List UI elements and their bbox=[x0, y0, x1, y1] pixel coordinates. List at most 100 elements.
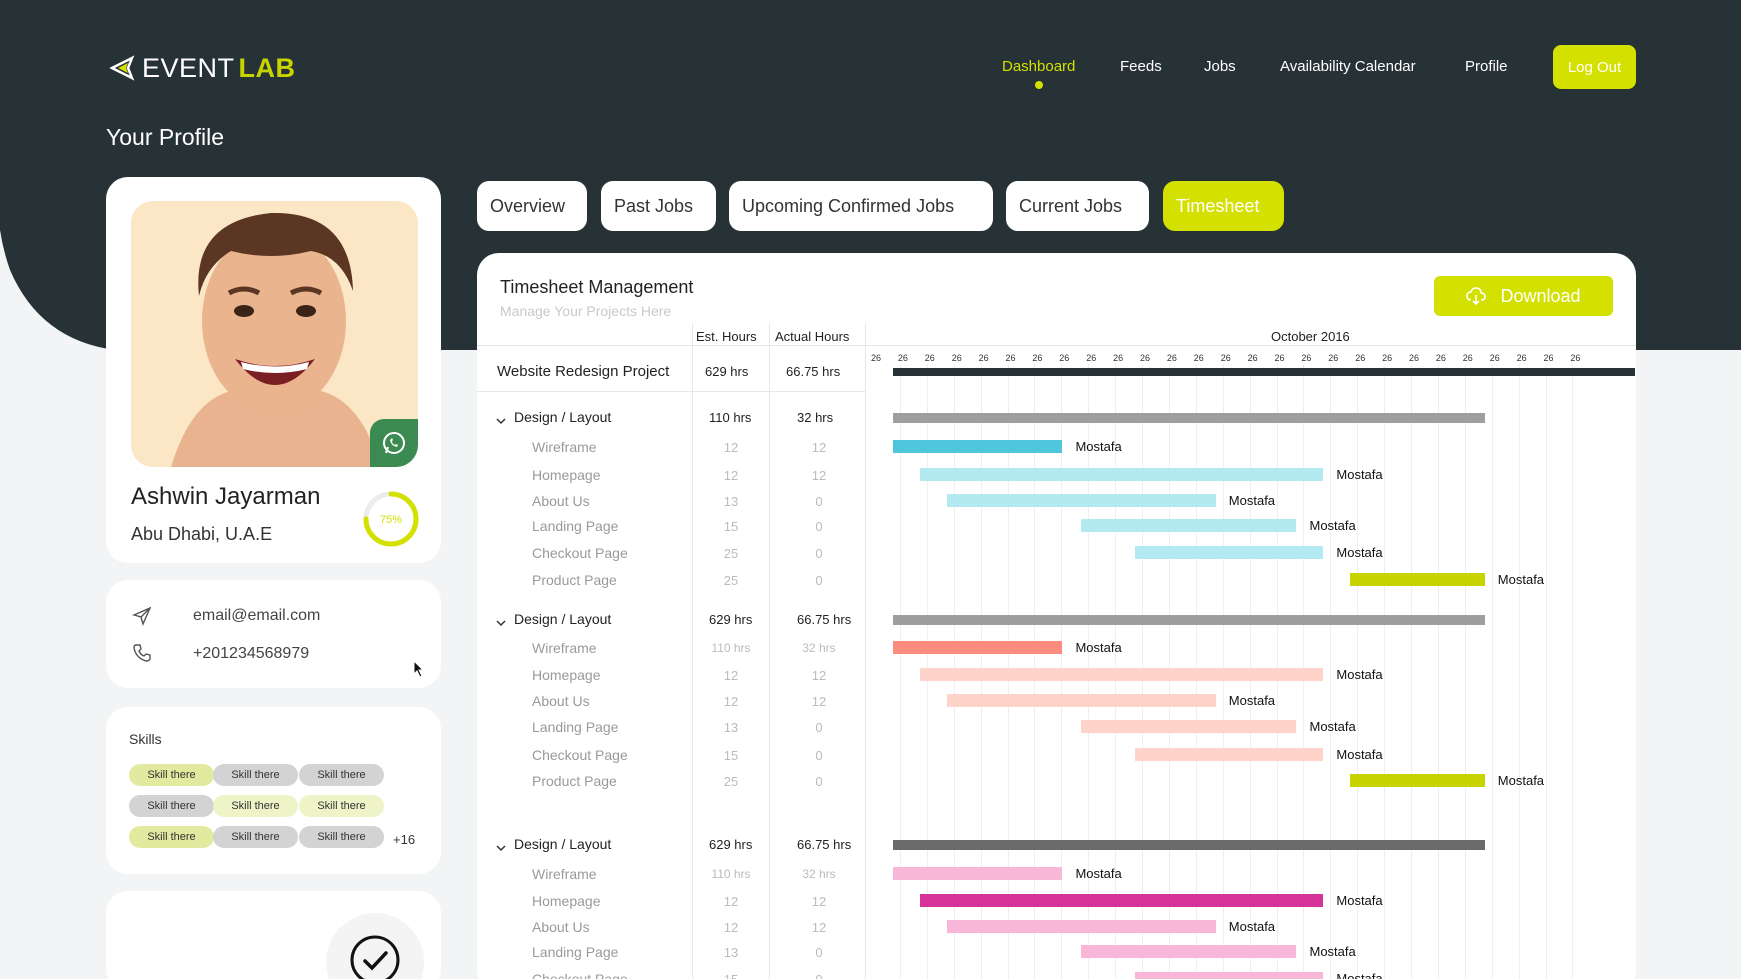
task-gantt-bar[interactable] bbox=[919, 894, 1324, 907]
task-name[interactable]: Wireframe bbox=[532, 439, 597, 455]
task-gantt-bar[interactable] bbox=[893, 641, 1063, 654]
task-name[interactable]: Product Page bbox=[532, 572, 617, 588]
skill-chip[interactable]: Skill there bbox=[299, 826, 384, 848]
skill-chip[interactable]: Skill there bbox=[129, 795, 214, 817]
chevron-down-icon[interactable] bbox=[495, 413, 507, 425]
nav-availability-calendar[interactable]: Availability Calendar bbox=[1280, 58, 1416, 75]
nav-dashboard[interactable]: Dashboard bbox=[1002, 58, 1076, 75]
task-name[interactable]: Homepage bbox=[532, 667, 601, 683]
task-est-hours: 15 bbox=[723, 519, 739, 534]
task-name[interactable]: Checkout Page bbox=[532, 545, 628, 561]
nav-profile[interactable]: Profile bbox=[1465, 58, 1508, 75]
tab-overview[interactable]: Overview bbox=[477, 181, 587, 231]
task-gantt-bar[interactable] bbox=[919, 668, 1324, 681]
download-label: Download bbox=[1500, 285, 1581, 306]
day-label: 26 bbox=[1059, 353, 1070, 363]
day-label: 26 bbox=[1220, 353, 1231, 363]
task-gantt-bar[interactable] bbox=[1135, 972, 1324, 979]
tab-upcoming-confirmed-jobs[interactable]: Upcoming Confirmed Jobs bbox=[729, 181, 993, 231]
logout-button[interactable]: Log Out bbox=[1553, 45, 1636, 89]
day-label: 26 bbox=[1032, 353, 1043, 363]
nav-feeds[interactable]: Feeds bbox=[1120, 58, 1162, 75]
task-gantt-bar[interactable] bbox=[946, 920, 1216, 933]
skill-chip[interactable]: Skill there bbox=[213, 764, 298, 786]
avatar bbox=[171, 212, 381, 467]
group-actual-hours: 66.75 hrs bbox=[797, 612, 852, 627]
logo-icon bbox=[109, 55, 135, 81]
logo[interactable]: EVENT LAB bbox=[108, 50, 296, 86]
contact-email[interactable]: email@email.com bbox=[193, 607, 321, 624]
column-divider bbox=[865, 323, 866, 979]
phone-icon bbox=[133, 644, 151, 662]
skill-chip[interactable]: Skill there bbox=[299, 795, 384, 817]
chevron-down-icon[interactable] bbox=[495, 840, 507, 852]
group-gantt-bar[interactable] bbox=[893, 840, 1485, 850]
task-gantt-bar[interactable] bbox=[1081, 519, 1297, 532]
task-name[interactable]: About Us bbox=[532, 493, 590, 509]
task-name[interactable]: Homepage bbox=[532, 893, 601, 909]
est-hours-header: Est. Hours bbox=[696, 329, 757, 344]
tab-past-jobs[interactable]: Past Jobs bbox=[601, 181, 716, 231]
task-est-hours: 12 bbox=[723, 694, 739, 709]
skill-chip[interactable]: Skill there bbox=[299, 764, 384, 786]
task-est-hours: 110 hrs bbox=[711, 641, 751, 655]
tab-current-jobs[interactable]: Current Jobs bbox=[1006, 181, 1149, 231]
task-gantt-bar[interactable] bbox=[1135, 748, 1324, 761]
task-name[interactable]: Landing Page bbox=[532, 518, 619, 534]
tab-timesheet[interactable]: Timesheet bbox=[1163, 181, 1284, 231]
task-name[interactable]: Checkout Page bbox=[532, 747, 628, 763]
skill-chip[interactable]: Skill there bbox=[129, 764, 214, 786]
group-name[interactable]: Design / Layout bbox=[514, 611, 612, 627]
task-name[interactable]: About Us bbox=[532, 919, 590, 935]
group-name[interactable]: Design / Layout bbox=[514, 409, 612, 425]
day-label: 26 bbox=[1140, 353, 1151, 363]
nav-jobs[interactable]: Jobs bbox=[1204, 58, 1236, 75]
task-assignee: Mostafa bbox=[1075, 640, 1122, 655]
task-gantt-bar[interactable] bbox=[946, 494, 1216, 507]
task-gantt-bar[interactable] bbox=[1135, 546, 1324, 559]
task-gantt-bar[interactable] bbox=[946, 694, 1216, 707]
day-gridline bbox=[1545, 364, 1547, 979]
skill-chip[interactable]: Skill there bbox=[213, 826, 298, 848]
download-button[interactable]: Download bbox=[1434, 276, 1613, 316]
day-label: 26 bbox=[1462, 353, 1473, 363]
skill-chip[interactable]: Skill there bbox=[213, 795, 298, 817]
group-gantt-bar[interactable] bbox=[893, 615, 1485, 625]
day-label: 26 bbox=[1328, 353, 1339, 363]
skill-chip[interactable]: Skill there bbox=[129, 826, 214, 848]
whatsapp-button[interactable] bbox=[370, 419, 418, 467]
task-assignee: Mostafa bbox=[1309, 944, 1356, 959]
group-gantt-bar[interactable] bbox=[893, 413, 1485, 423]
project-actual-hours: 66.75 hrs bbox=[786, 364, 841, 379]
day-label: 26 bbox=[951, 353, 962, 363]
group-name[interactable]: Design / Layout bbox=[514, 836, 612, 852]
profile-completion-ring: 75% bbox=[363, 491, 419, 547]
project-gantt-bar[interactable] bbox=[893, 368, 1635, 376]
task-name[interactable]: About Us bbox=[532, 693, 590, 709]
task-name[interactable]: Landing Page bbox=[532, 944, 619, 960]
task-gantt-bar[interactable] bbox=[893, 440, 1063, 453]
task-name[interactable]: Wireframe bbox=[532, 866, 597, 882]
task-est-hours: 15 bbox=[723, 748, 739, 763]
task-name[interactable]: Wireframe bbox=[532, 640, 597, 656]
task-name[interactable]: Landing Page bbox=[532, 719, 619, 735]
task-gantt-bar[interactable] bbox=[919, 468, 1324, 481]
task-assignee: Mostafa bbox=[1228, 693, 1276, 708]
task-name[interactable]: Homepage bbox=[532, 467, 601, 483]
task-name[interactable]: Checkout Page bbox=[532, 971, 628, 979]
day-gridline bbox=[899, 364, 901, 979]
task-gantt-bar[interactable] bbox=[1081, 945, 1297, 958]
logo-text: EVENT bbox=[142, 52, 235, 83]
task-gantt-bar[interactable] bbox=[1350, 774, 1485, 787]
chevron-down-icon[interactable] bbox=[495, 615, 507, 627]
skills-more-count[interactable]: +16 bbox=[393, 832, 416, 847]
day-label: 26 bbox=[924, 353, 935, 363]
task-name[interactable]: Product Page bbox=[532, 773, 617, 789]
task-gantt-bar[interactable] bbox=[1081, 720, 1297, 733]
task-est-hours: 25 bbox=[723, 546, 739, 561]
task-assignee: Mostafa bbox=[1336, 467, 1383, 482]
task-gantt-bar[interactable] bbox=[1350, 573, 1485, 586]
contact-phone[interactable]: +201234568979 bbox=[193, 645, 310, 662]
task-gantt-bar[interactable] bbox=[893, 867, 1063, 880]
day-label: 26 bbox=[1435, 353, 1446, 363]
